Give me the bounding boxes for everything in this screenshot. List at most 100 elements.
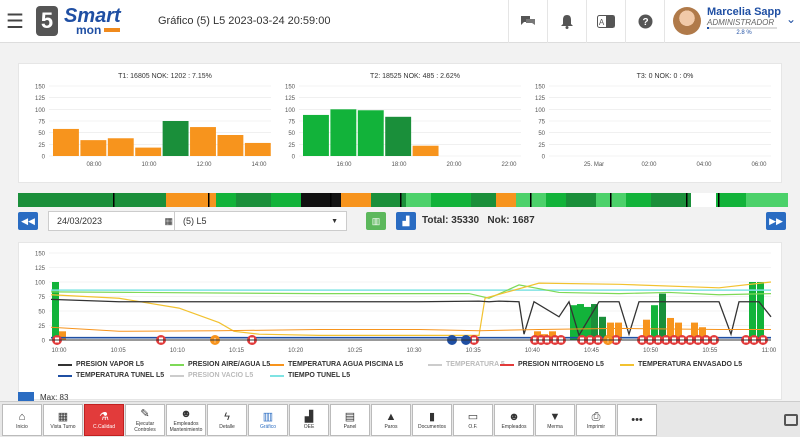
main-bar[interactable] (659, 293, 666, 340)
nav-button-vista-turno[interactable]: ▦ Vista Turno (43, 404, 83, 436)
legend-item[interactable]: TEMPERATURA AGUA PISCINA L5 (270, 361, 403, 368)
legend-item[interactable]: PRESION VACIO L5 (170, 372, 253, 379)
main-bar[interactable] (591, 304, 598, 340)
nav-button-c-calidad[interactable]: ⚗ C.Calidad (84, 404, 124, 436)
nav-button-imprimir[interactable]: ⎙ Imprimir (576, 404, 616, 436)
user-menu[interactable]: Marcelia Sapp ADMINISTRADOR 2.8 % ⌄ (664, 0, 800, 43)
timeline-marker (718, 193, 720, 207)
next-day-button[interactable]: ▶▶ (766, 212, 786, 230)
nav-button-o-f-[interactable]: ▭ O.F. (453, 404, 493, 436)
logo: Smart mon (64, 4, 121, 37)
turn-bar[interactable] (107, 138, 134, 156)
main-bar[interactable] (691, 322, 698, 340)
legend-item[interactable]: PRESION AIRE/AGUA L5 (170, 361, 270, 368)
x-tick-label: 10:45 (584, 348, 600, 354)
calendar-icon[interactable]: ▦ (164, 215, 173, 226)
legend-item[interactable]: TIEMPO TUNEL L5 (270, 372, 350, 379)
user-progress-bar (707, 27, 777, 29)
bell-icon[interactable] (547, 0, 586, 43)
turn-bar[interactable] (357, 110, 384, 156)
x-tick-label: 10:10 (170, 348, 186, 354)
turn-bar[interactable] (190, 127, 216, 156)
main-bar[interactable] (577, 304, 584, 340)
legend-item[interactable]: TEMPERATURA TUNEL L5 (58, 372, 164, 379)
turn-bar[interactable] (80, 140, 107, 156)
prev-day-button[interactable]: ◀◀ (18, 212, 38, 230)
team-icon: ☻ (180, 407, 192, 420)
timeline-marker (610, 193, 612, 207)
flask-icon: ⚗ (99, 410, 109, 423)
book-icon: ▮ (428, 410, 436, 423)
bolt-icon: ϟ (224, 410, 230, 423)
legend-item[interactable]: PRESION NITROGENO L5 (500, 361, 604, 368)
main-bar[interactable] (643, 319, 650, 340)
translate-icon[interactable]: A (586, 0, 625, 43)
legend-item[interactable]: PRESION VAPOR L5 (58, 361, 144, 368)
turn-bar[interactable] (135, 147, 162, 156)
turn-bar[interactable] (330, 109, 357, 156)
turn-bar[interactable] (162, 121, 189, 156)
nav-button-gr-fico[interactable]: ▥ Gráfico (248, 404, 288, 436)
nav-button-more[interactable]: ••• (617, 404, 657, 436)
turn-bar[interactable] (412, 145, 439, 156)
document-icon: ▤ (344, 410, 356, 423)
y-tick-label: 125 (35, 266, 46, 272)
nav-button-paros[interactable]: ▲ Paros (371, 404, 411, 436)
main-bar[interactable] (607, 322, 614, 340)
timeline-segment (18, 193, 166, 207)
turn-bar[interactable] (217, 135, 244, 156)
y-tick-label: 150 (535, 85, 546, 91)
monitor-icon[interactable] (784, 414, 798, 426)
chat-icon[interactable] (508, 0, 547, 43)
timeline-segment (496, 193, 516, 207)
menu-icon[interactable]: ☰ (6, 10, 24, 33)
main-bar[interactable] (699, 327, 706, 340)
print-icon: ⎙ (591, 410, 601, 423)
x-tick-label: 25. Mar (584, 162, 604, 168)
bar-chart-toggle-icon[interactable]: ▥ (366, 212, 386, 230)
timeline-marker (686, 193, 688, 207)
timeline-segment (371, 193, 406, 207)
turn-bar[interactable] (244, 142, 271, 156)
chevron-down-icon[interactable]: ⌄ (785, 11, 796, 26)
legend-item[interactable]: TEMPERATURA 5 (428, 361, 505, 368)
x-tick-label: 10:55 (702, 348, 718, 354)
nok-label: Nok: 1687 (487, 215, 535, 226)
main-bar[interactable] (651, 305, 658, 340)
main-bar[interactable] (675, 322, 682, 340)
turn-chart-title: T1: 16805 NOK: 1202 : 7.15% (118, 73, 212, 80)
legend-item[interactable]: TEMPERATURA ENVASADO L5 (620, 361, 742, 368)
nav-button-panel[interactable]: ▤ Panel (330, 404, 370, 436)
nav-button-empleados-mantenimiento[interactable]: ☻ Empleados Mantenimiento (166, 404, 206, 436)
turn-bar[interactable] (53, 128, 79, 156)
date-input[interactable]: 24/03/2023 ▦ (48, 211, 182, 231)
main-bar[interactable] (584, 306, 591, 340)
chevron-down-icon: ▼ (331, 217, 338, 225)
nav-button-documentos[interactable]: ▮ Documentos (412, 404, 452, 436)
nav-button-oee[interactable]: ▟ OEE (289, 404, 329, 436)
main-bar[interactable] (749, 282, 756, 340)
timeline-marker (113, 193, 115, 207)
x-tick-label: 10:40 (525, 348, 541, 354)
x-tick-label: 08:00 (86, 162, 102, 168)
main-bar[interactable] (52, 282, 59, 340)
main-bar[interactable] (534, 331, 541, 340)
nav-button-ejecutar-controles[interactable]: ✎ Ejecutar Controles (125, 404, 165, 436)
main-bar[interactable] (615, 322, 622, 340)
main-bar[interactable] (59, 331, 66, 340)
main-bar[interactable] (570, 305, 577, 340)
timeline-marker (400, 193, 402, 207)
nav-button-inicio[interactable]: ⌂ Inicio (2, 404, 42, 436)
timeline-marker (530, 193, 532, 207)
signal-toggle-icon[interactable]: ▟ (396, 212, 416, 230)
max-toggle-icon[interactable] (18, 392, 34, 402)
main-bar[interactable] (757, 282, 764, 340)
nav-button-detalle[interactable]: ϟ Detalle (207, 404, 247, 436)
turn-bar[interactable] (303, 114, 329, 156)
help-icon[interactable]: ? (625, 0, 664, 43)
nav-button-empleados[interactable]: ☻ Empleados (494, 404, 534, 436)
turn-bar[interactable] (385, 116, 412, 156)
nav-button-merma[interactable]: ▼ Merma (535, 404, 575, 436)
main-bar[interactable] (549, 331, 556, 340)
line-select[interactable]: (5) L5 ▼ (174, 211, 347, 231)
